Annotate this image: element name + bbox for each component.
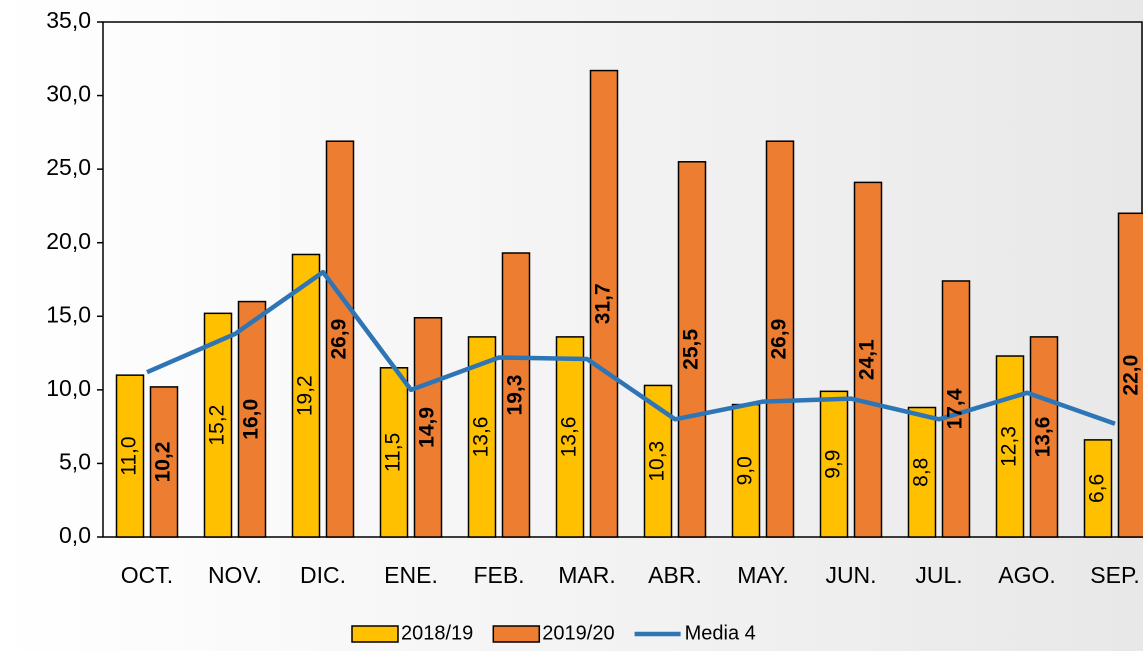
- data-label: 13,6: [558, 417, 581, 458]
- x-tick-label: AGO.: [998, 562, 1056, 588]
- line: [146, 269, 1116, 426]
- data-label: 6,6: [1086, 474, 1109, 503]
- bar: [413, 317, 443, 538]
- data-label: 26,9: [328, 319, 351, 360]
- bar: [1029, 336, 1059, 538]
- data-label: 12,3: [998, 426, 1021, 467]
- y-tick-label: 0,0: [59, 522, 91, 548]
- bar: [731, 403, 761, 538]
- x-tick-label: JUN.: [825, 562, 876, 588]
- bar: [115, 374, 145, 538]
- legend-swatch: [351, 625, 399, 643]
- bar: [555, 336, 585, 538]
- data-label: 22,0: [1120, 355, 1143, 396]
- data-label: 17,4: [944, 388, 967, 429]
- data-label: 16,0: [240, 399, 263, 440]
- bar: [995, 355, 1025, 538]
- y-tick-label: 5,0: [59, 449, 91, 475]
- data-label: 10,3: [646, 441, 669, 482]
- bar: [589, 69, 619, 538]
- x-tick-label: ENE.: [384, 562, 438, 588]
- data-label: 10,2: [152, 442, 175, 483]
- x-tick-label: ABR.: [648, 562, 702, 588]
- x-tick-label: OCT.: [121, 562, 173, 588]
- bar: [325, 140, 355, 538]
- y-tick-label: 20,0: [46, 228, 91, 254]
- bar: [643, 384, 673, 538]
- bar: [203, 312, 233, 538]
- legend-swatch: [492, 625, 541, 643]
- bar: [677, 161, 707, 538]
- data-label: 13,6: [1032, 417, 1055, 458]
- bar: [467, 336, 497, 538]
- y-tick-label: 30,0: [46, 81, 91, 107]
- bar: [237, 300, 267, 538]
- y-tick-label: 35,0: [46, 7, 91, 33]
- x-tick-label: SEP.: [1090, 562, 1139, 588]
- data-label: 8,8: [910, 458, 933, 487]
- legend-label: 2019/20: [542, 622, 614, 644]
- x-tick-label: JUL.: [915, 562, 962, 588]
- data-label: 11,5: [382, 433, 405, 472]
- data-label: 24,1: [856, 339, 879, 380]
- data-label: 26,9: [768, 319, 791, 360]
- x-tick-label: DIC.: [300, 562, 346, 588]
- x-tick-label: MAY.: [737, 562, 789, 588]
- data-label: 25,5: [680, 329, 703, 370]
- bar: [149, 386, 179, 538]
- data-label: 14,9: [416, 407, 439, 448]
- data-label: 15,2: [206, 405, 229, 446]
- legend-label: Media 4: [685, 622, 756, 644]
- legend-label: 2018/19: [401, 622, 473, 644]
- x-tick-label: FEB.: [473, 562, 524, 588]
- bar: [1117, 212, 1143, 538]
- bar: [501, 252, 531, 538]
- data-label: 13,6: [470, 417, 493, 458]
- y-tick-label: 25,0: [46, 154, 91, 180]
- data-label: 11,0: [118, 436, 141, 475]
- bar: [907, 406, 937, 538]
- bar: [853, 181, 883, 538]
- bar: [291, 253, 321, 538]
- data-label: 19,3: [504, 375, 527, 416]
- data-label: 31,7: [592, 283, 615, 324]
- y-tick-label: 15,0: [46, 301, 91, 327]
- x-tick-label: MAR.: [558, 562, 616, 588]
- data-label: 9,0: [734, 456, 757, 485]
- bar: [941, 280, 971, 538]
- bar: [1083, 439, 1113, 538]
- bar: [765, 140, 795, 538]
- data-label: 19,2: [294, 375, 317, 416]
- data-label: 9,9: [822, 450, 845, 479]
- bar: [819, 390, 849, 538]
- x-tick-label: NOV.: [208, 562, 262, 588]
- y-tick-label: 10,0: [46, 375, 91, 401]
